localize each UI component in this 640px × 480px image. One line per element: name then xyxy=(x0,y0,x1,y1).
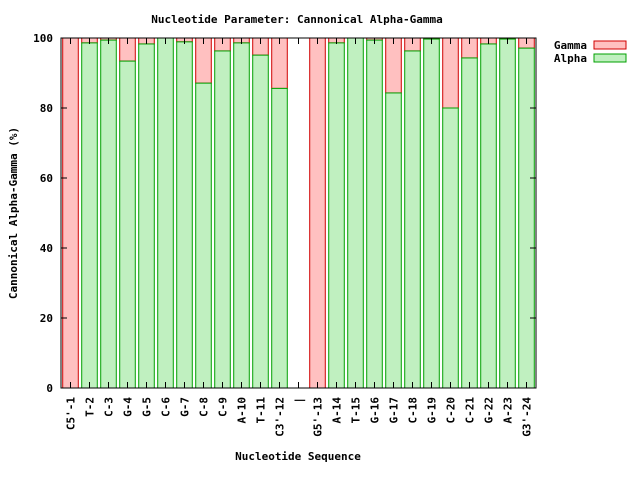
x-tick-label-23: A-23 xyxy=(502,397,515,424)
x-tick-label-16: G-16 xyxy=(369,397,382,424)
bar-alpha-5 xyxy=(157,37,174,389)
x-tick-label-19: G-19 xyxy=(426,397,439,424)
bar-alpha-20 xyxy=(442,107,459,389)
y-tick-label-100: 100 xyxy=(33,32,53,45)
bar-alpha-17 xyxy=(385,92,402,389)
bar-alpha-6 xyxy=(176,41,193,389)
x-tick-label-22: G-22 xyxy=(483,397,496,424)
bar-alpha-1 xyxy=(81,42,98,389)
y-tick-label-60: 60 xyxy=(40,172,53,185)
y-tick-label-80: 80 xyxy=(40,102,53,115)
bar-alpha-24 xyxy=(518,47,535,389)
bar-alpha-16 xyxy=(366,39,383,389)
x-tick-label-14: A-14 xyxy=(331,397,344,424)
x-tick-label-10: T-11 xyxy=(255,397,268,424)
bar-alpha-10 xyxy=(252,54,269,389)
x-tick-label-1: T-2 xyxy=(84,397,97,417)
bar-alpha-15 xyxy=(347,37,364,389)
bar-gamma-13 xyxy=(309,37,326,389)
y-tick-label-0: 0 xyxy=(46,382,53,395)
y-axis-label: Cannonical Alpha-Gamma (%) xyxy=(7,127,20,299)
bar-gamma-7 xyxy=(195,37,212,84)
x-tick-label-24: G3'-24 xyxy=(521,397,534,437)
x-tick-label-7: C-8 xyxy=(198,397,211,417)
bars-group xyxy=(62,37,535,389)
bar-alpha-3 xyxy=(119,60,136,389)
legend-swatch-gamma xyxy=(593,40,627,50)
bar-alpha-2 xyxy=(100,39,117,389)
bar-alpha-7 xyxy=(195,82,212,389)
x-tick-label-4: G-5 xyxy=(141,397,154,417)
x-tick-label-12: | xyxy=(293,397,306,404)
x-tick-label-5: C-6 xyxy=(160,397,173,417)
x-tick-label-13: G5'-13 xyxy=(312,397,325,437)
bar-alpha-23 xyxy=(499,38,516,389)
bar-alpha-9 xyxy=(233,42,250,389)
legend-label-alpha: Alpha xyxy=(554,52,587,65)
x-axis-label: Nucleotide Sequence xyxy=(235,450,361,463)
x-tick-label-20: C-20 xyxy=(445,397,458,424)
x-axis: C5'-1 T-2 C-3 G-4 G-5 C-6 G-7 C-8 C-9 A-10 T-11 C3'… xyxy=(65,38,534,437)
x-tick-label-15: T-15 xyxy=(350,397,363,424)
x-tick-label-11: C3'-12 xyxy=(274,397,287,437)
bar-alpha-14 xyxy=(328,42,345,389)
chart-title: Nucleotide Parameter: Cannonical Alpha-G… xyxy=(151,13,442,26)
bar-gamma-20 xyxy=(442,37,459,109)
x-tick-label-0: C5'-1 xyxy=(65,397,78,430)
x-tick-label-6: G-7 xyxy=(179,397,192,417)
bar-gamma-0 xyxy=(62,37,79,389)
bar-gamma-17 xyxy=(385,37,402,94)
bar-gamma-11 xyxy=(271,37,288,89)
y-tick-label-20: 20 xyxy=(40,312,53,325)
x-tick-label-9: A-10 xyxy=(236,397,249,424)
bar-alpha-18 xyxy=(404,50,421,389)
x-tick-label-3: G-4 xyxy=(122,397,135,417)
y-axis: 0 20 40 60 80 100 xyxy=(33,32,536,395)
x-tick-label-8: C-9 xyxy=(217,397,230,417)
bar-alpha-21 xyxy=(461,57,478,389)
bar-alpha-11 xyxy=(271,87,288,389)
x-tick-label-21: C-21 xyxy=(464,397,477,424)
x-tick-label-2: C-3 xyxy=(103,397,116,417)
bar-alpha-22 xyxy=(480,43,497,389)
x-tick-label-17: G-17 xyxy=(388,397,401,424)
y-tick-label-40: 40 xyxy=(40,242,53,255)
legend-label-gamma: Gamma xyxy=(554,39,587,52)
bar-alpha-4 xyxy=(138,43,155,389)
bar-alpha-19 xyxy=(423,38,440,389)
x-tick-label-18: C-18 xyxy=(407,397,420,424)
bar-alpha-8 xyxy=(214,50,231,389)
legend-swatch-alpha xyxy=(593,53,627,63)
